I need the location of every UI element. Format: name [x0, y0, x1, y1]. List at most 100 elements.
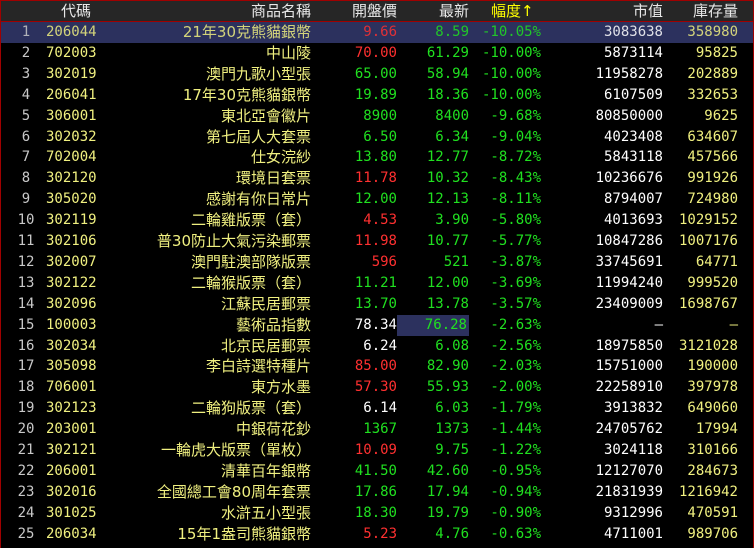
- product-name: 全國總工會80周年套票: [156, 482, 311, 501]
- open-price: 41.50: [354, 462, 397, 479]
- change-percent: -10.00%: [481, 44, 541, 61]
- header-last[interactable]: 最新: [438, 2, 469, 20]
- table-row[interactable]: 6 302032 第七屆人大套票 6.50 6.34 -9.04% 4023408 63460…: [1, 127, 753, 148]
- product-name: 清華百年銀幣: [220, 461, 311, 480]
- market-value: 22258910: [595, 379, 663, 396]
- row-number: 9: [21, 191, 31, 208]
- product-code: 302120: [46, 170, 97, 187]
- last-price: 13.78: [426, 295, 469, 312]
- row-number: 22: [17, 462, 35, 479]
- table-row[interactable]: 7 702004 仕女浣紗 13.80 12.77 -8.72% 5843118 457566: [1, 147, 753, 168]
- inventory: 457566: [687, 149, 738, 166]
- table-row[interactable]: 18 706001 東方水墨 57.30 55.93 -2.00% 22258910 3979…: [1, 377, 753, 398]
- market-value: 9312996: [603, 504, 663, 521]
- table-row[interactable]: 19 302123 二輪狗版票（套） 6.14 6.03 -1.79% 3913832 649…: [1, 398, 753, 419]
- inventory: 17994: [695, 421, 738, 438]
- table-row[interactable]: 5 306001 東北亞會徽片 8900 8400 -9.68% 80850000 9625: [1, 106, 753, 127]
- inventory: 649060: [687, 400, 738, 417]
- inventory: 989706: [687, 525, 738, 542]
- table-row[interactable]: 23 302016 全國總工會80周年套票 17.86 17.94 -0.94% 21831…: [1, 482, 753, 503]
- table-row[interactable]: 20 203001 中銀荷花鈔 1367 1373 -1.44% 24705762 17994: [1, 419, 753, 440]
- market-value: 80850000: [595, 107, 663, 124]
- product-name: 藝術品指數: [235, 315, 311, 334]
- inventory: 3121028: [678, 337, 738, 354]
- product-code: 702004: [46, 149, 97, 166]
- table-row[interactable]: 25 206034 15年1盎司熊貓銀幣 5.23 4.76 -0.63% 4711001 9…: [1, 524, 753, 545]
- inventory: 190000: [687, 358, 738, 375]
- table-header: 代碼 商品名稱 開盤價 最新 幅度↑ 市值 庫存量: [1, 0, 753, 22]
- product-name: 21年30克熊貓銀幣: [182, 23, 311, 41]
- open-price: 596: [371, 253, 397, 270]
- last-price: 42.60: [426, 462, 469, 479]
- table-row[interactable]: 15 100003 藝術品指數 78.34 76.28 -2.63% — —: [1, 314, 753, 336]
- table-row[interactable]: 12 302007 澳門駐澳部隊版票 596 521 -3.87% 33745691 6477…: [1, 252, 753, 273]
- change-percent: -9.68%: [490, 107, 541, 124]
- table-row[interactable]: 17 305098 李白詩選特種片 85.00 82.90 -2.03% 15751000 1…: [1, 356, 753, 377]
- change-percent: -5.77%: [490, 233, 541, 249]
- row-number: 17: [17, 358, 35, 375]
- market-value: 4023408: [603, 128, 663, 145]
- header-open[interactable]: 開盤價: [351, 2, 397, 20]
- table-row[interactable]: 3 302019 澳門九歌小型張 65.00 58.94 -10.00% 11958278 2…: [1, 64, 753, 85]
- open-price: 5.23: [363, 525, 397, 542]
- product-code: 206001: [46, 462, 97, 479]
- change-percent: -1.22%: [490, 442, 541, 458]
- inventory: 202889: [687, 65, 738, 82]
- product-name: 二輪狗版票（套）: [190, 399, 311, 418]
- row-number: 16: [17, 337, 35, 354]
- open-price: 11.21: [354, 274, 397, 291]
- row-number: 21: [17, 442, 35, 458]
- change-percent: -10.05%: [481, 24, 541, 40]
- header-name[interactable]: 商品名稱: [250, 2, 311, 20]
- market-value: 3913832: [603, 400, 663, 417]
- table-row[interactable]: 8 302120 環境日套票 11.78 10.32 -8.43% 10236676 9919…: [1, 168, 753, 189]
- market-value: 23409009: [595, 295, 663, 312]
- table-row[interactable]: 21 302121 一輪虎大版票（單枚） 10.09 9.75 -1.22% 3024118…: [1, 440, 753, 461]
- row-number: 1: [21, 24, 31, 40]
- change-percent: -1.44%: [490, 421, 541, 438]
- market-value: 3024118: [603, 442, 663, 458]
- market-value: 8794007: [603, 191, 663, 208]
- header-code[interactable]: 代碼: [61, 2, 92, 20]
- table-row[interactable]: 13 302122 二輪猴版票（套） 11.21 12.00 -3.69% 11994240…: [1, 273, 753, 294]
- table-row[interactable]: 10 302119 二輪雞版票（套） 4.53 3.90 -5.80% 4013693 102…: [1, 210, 753, 231]
- product-code: 302106: [46, 233, 97, 249]
- open-price: 13.70: [354, 295, 397, 312]
- inventory: 1698767: [678, 295, 738, 312]
- table-row[interactable]: 14 302096 江蘇民居郵票 13.70 13.78 -3.57% 23409009 16…: [1, 294, 753, 315]
- table-row[interactable]: 11 302106 普30防止大氣污染郵票 11.98 10.77 -5.77% 10847…: [1, 231, 753, 252]
- last-price: 76.28: [397, 314, 469, 336]
- header-inventory[interactable]: 庫存量: [692, 2, 738, 20]
- open-price: 11.98: [354, 233, 397, 249]
- table-row[interactable]: 1 206044 21年30克熊貓銀幣 9.66 8.59 -10.05% 3083638 3…: [1, 22, 753, 43]
- table-row[interactable]: 2 702003 中山陵 70.00 61.29 -10.00% 5873114 95825: [1, 43, 753, 64]
- table-row[interactable]: 4 206041 17年30克熊貓銀幣 19.89 18.36 -10.00% 610750…: [1, 85, 753, 106]
- product-name: 普30防止大氣污染郵票: [156, 232, 311, 250]
- change-percent: -2.63%: [490, 316, 541, 333]
- inventory: 284673: [687, 462, 738, 479]
- product-name: 水滸五小型張: [220, 503, 311, 522]
- market-value: 5843118: [603, 149, 663, 166]
- product-name: 15年1盎司熊貓銀幣: [177, 524, 311, 543]
- last-price: 18.36: [426, 86, 469, 103]
- change-percent: -10.00%: [481, 65, 541, 82]
- table-row[interactable]: 24 301025 水滸五小型張 18.30 19.79 -0.90% 9312996 470…: [1, 503, 753, 524]
- product-name: 北京民居郵票: [220, 336, 311, 355]
- table-row[interactable]: 16 302034 北京民居郵票 6.24 6.08 -2.56% 18975850 3121…: [1, 336, 753, 357]
- product-code: 100003: [46, 316, 97, 333]
- open-price: 17.86: [354, 483, 397, 500]
- open-price: 6.50: [363, 128, 397, 145]
- product-name: 17年30克熊貓銀幣: [182, 85, 311, 104]
- row-number: 20: [17, 421, 35, 438]
- product-code: 302019: [46, 65, 97, 82]
- market-value: 10236676: [595, 170, 663, 187]
- header-pct-sorted[interactable]: 幅度↑: [491, 2, 534, 20]
- header-market-value[interactable]: 市值: [632, 2, 663, 20]
- open-price: 12.00: [354, 191, 397, 208]
- last-price: 4.76: [435, 525, 469, 542]
- open-price: 8900: [363, 107, 397, 124]
- table-row[interactable]: 22 206001 清華百年銀幣 41.50 42.60 -0.95% 12127070 28…: [1, 461, 753, 482]
- change-percent: -3.87%: [490, 253, 541, 270]
- table-row[interactable]: 9 305020 感謝有你日常片 12.00 12.13 -8.11% 8794007 724…: [1, 189, 753, 210]
- product-code: 706001: [46, 379, 97, 396]
